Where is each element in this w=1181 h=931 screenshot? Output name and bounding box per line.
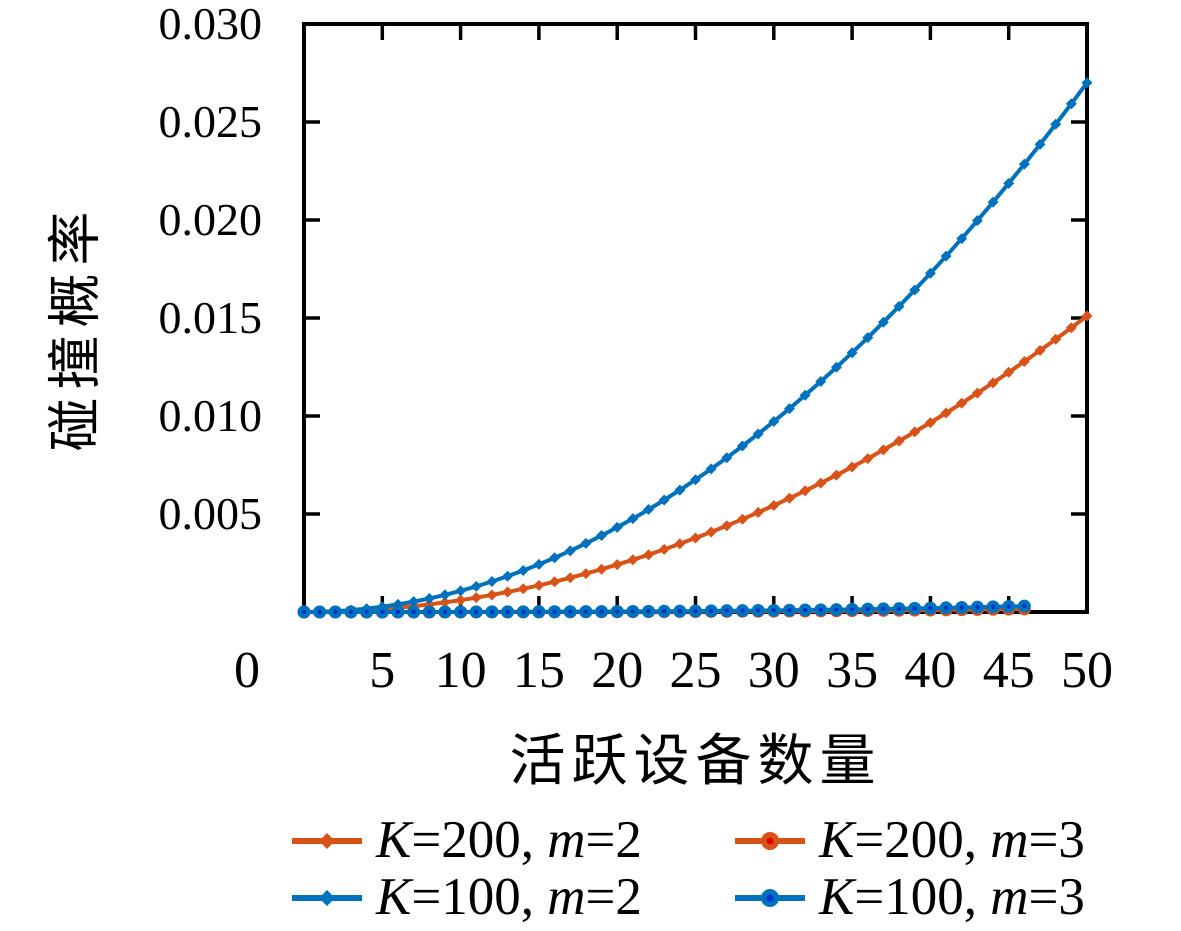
legend-label: K=100, m=2	[376, 868, 642, 926]
legend-label: K=200, m=3	[819, 811, 1085, 869]
series-line	[303, 314, 1089, 614]
legend-line-dot-marker-icon	[735, 831, 805, 850]
legend: K=200, m=2 K=200, m=3 K=100, m=2 K=100, m=3	[290, 812, 1085, 926]
x-tick-labels: 0 5 10 15 20 25 30 35 40 45 50	[234, 642, 1113, 699]
x-tick-label: 40	[904, 642, 956, 699]
legend-line-diamond-marker-icon	[292, 889, 362, 906]
x-axis-title: 活跃设备数量	[509, 731, 882, 793]
series-markers	[298, 310, 1093, 618]
legend-entry: K=200, m=2	[290, 812, 733, 869]
plot-frame	[302, 22, 1089, 614]
legend-line-diamond-marker-icon	[292, 832, 362, 849]
x-tick-label: 20	[591, 642, 643, 699]
legend-line-dot-marker-icon	[735, 888, 805, 907]
legend-entry: K=100, m=3	[733, 869, 1085, 926]
legend-entry: K=200, m=3	[733, 812, 1085, 869]
y-tick-label: 0.010	[159, 390, 263, 441]
legend-label: K=200, m=2	[376, 811, 642, 869]
x-tick-label: 0	[234, 642, 260, 699]
x-tick-label: 35	[826, 642, 878, 699]
y-tick-label: 0.015	[159, 292, 263, 343]
x-tick-label: 25	[670, 642, 722, 699]
x-tick-label: 15	[513, 642, 565, 699]
y-axis-title: 碰撞概率	[45, 203, 106, 452]
legend-label: K=100, m=3	[819, 868, 1085, 926]
x-tick-label: 45	[983, 642, 1035, 699]
x-tick-label: 10	[435, 642, 487, 699]
y-tick-label: 0.005	[159, 488, 263, 539]
x-tick-label: 30	[748, 642, 800, 699]
series-markers	[297, 599, 1031, 619]
series-K-200-m-2	[298, 310, 1093, 618]
y-tick-labels: 0.005 0.010 0.015 0.020 0.025 0.030	[159, 0, 263, 539]
legend-entry: K=100, m=2	[290, 869, 733, 926]
x-tick-label: 50	[1061, 642, 1113, 699]
y-tick-label: 0.030	[159, 0, 263, 49]
y-tick-label: 0.025	[159, 96, 263, 147]
series-K-100-m-3	[297, 599, 1031, 619]
x-tick-label: 5	[369, 642, 395, 699]
tick-marks	[304, 24, 1087, 612]
y-tick-label: 0.020	[159, 194, 263, 245]
